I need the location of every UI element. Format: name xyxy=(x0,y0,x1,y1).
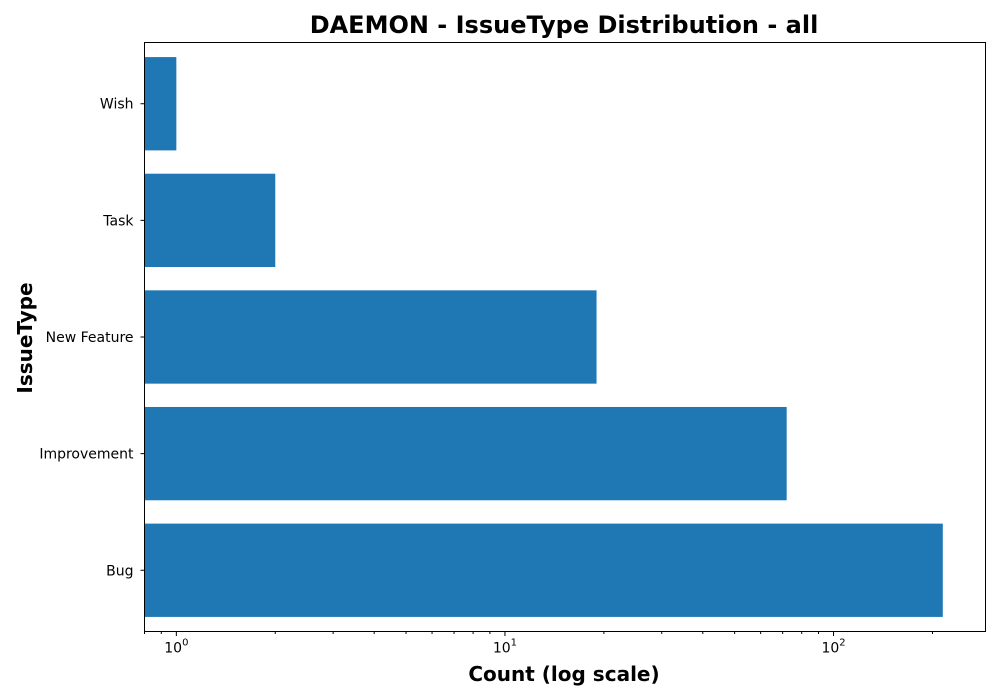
bars xyxy=(144,57,943,617)
bar-new-feature xyxy=(144,290,597,384)
bar-improvement xyxy=(144,406,787,501)
y-tick-label: Bug xyxy=(106,563,133,579)
y-axis-label: IssueType xyxy=(13,282,37,393)
plot-frame xyxy=(144,42,986,632)
y-tick-label: Improvement xyxy=(39,447,134,463)
x-axis-label: Count (log scale) xyxy=(468,662,659,686)
x-tick-label: 101 xyxy=(493,638,517,657)
x-axis-ticks: 100 101 102 xyxy=(144,631,933,657)
y-tick-label: Wish xyxy=(100,97,134,113)
x-tick-label: 102 xyxy=(821,638,845,657)
bar-bug xyxy=(144,523,943,617)
x-tick-label: 100 xyxy=(164,638,188,657)
y-tick-label: New Feature xyxy=(46,330,134,346)
y-axis-ticks: Bug Improvement New Feature Task Wish xyxy=(39,97,145,579)
bar-wish xyxy=(144,57,177,151)
chart-title: DAEMON - IssueType Distribution - all xyxy=(310,11,819,39)
y-tick-label: Task xyxy=(102,213,134,229)
bar-task xyxy=(144,173,276,268)
